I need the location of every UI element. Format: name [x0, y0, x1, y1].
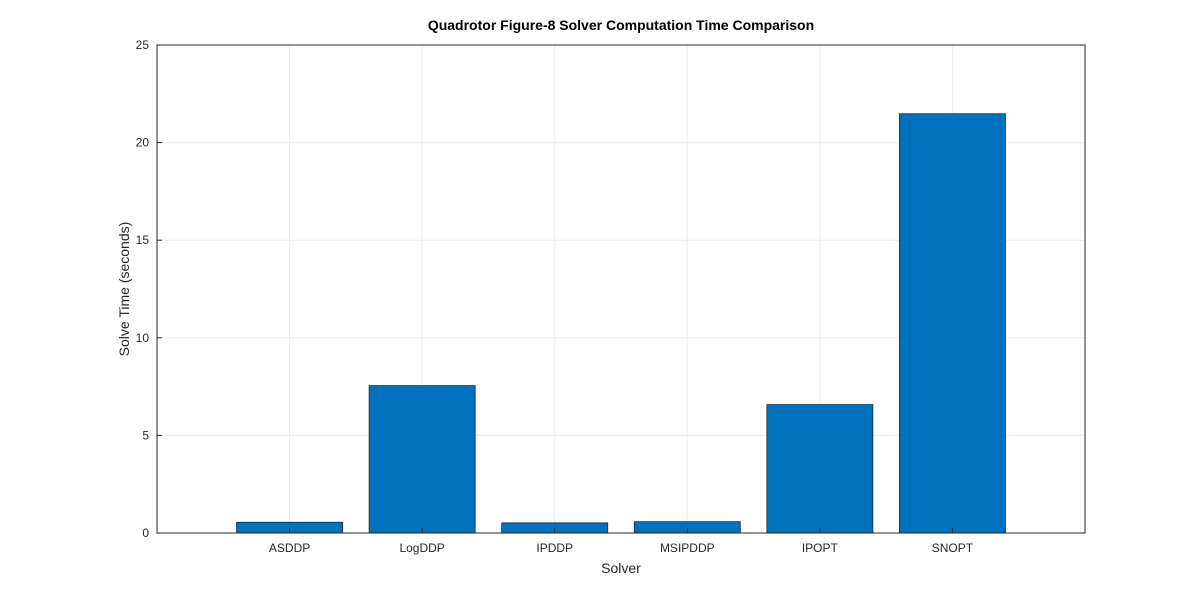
bar-snopt — [899, 113, 1006, 534]
y-tick-label: 0 — [142, 526, 149, 540]
axes-frame — [156, 44, 1086, 534]
y-tick-label: 20 — [136, 136, 150, 150]
x-tick-label: SNOPT — [932, 541, 974, 555]
x-tick-label: LogDDP — [399, 541, 444, 555]
x-tick-label: ASDDP — [269, 541, 310, 555]
x-axis-ticks: ASDDP LogDDP IPDDP MSIPDDP IPOPT SNOPT — [269, 528, 974, 555]
x-tick-label: IPOPT — [802, 541, 839, 555]
y-tick-label: 15 — [136, 233, 150, 247]
y-tick-label: 25 — [136, 38, 150, 52]
y-axis-ticks: 0 5 10 15 20 25 — [136, 38, 162, 540]
y-tick-label: 5 — [142, 428, 149, 442]
y-axis-label: Solve Time (seconds) — [116, 222, 132, 357]
y-tick-label: 10 — [136, 331, 150, 345]
bars-layer — [236, 113, 1006, 534]
bar-logddp — [368, 385, 476, 534]
chart-title: Quadrotor Figure-8 Solver Computation Ti… — [428, 17, 814, 33]
x-axis-label: Solver — [601, 560, 641, 576]
bar-ipopt — [766, 404, 874, 534]
x-tick-label: MSIPDDP — [660, 541, 715, 555]
x-tick-label: IPDDP — [536, 541, 573, 555]
